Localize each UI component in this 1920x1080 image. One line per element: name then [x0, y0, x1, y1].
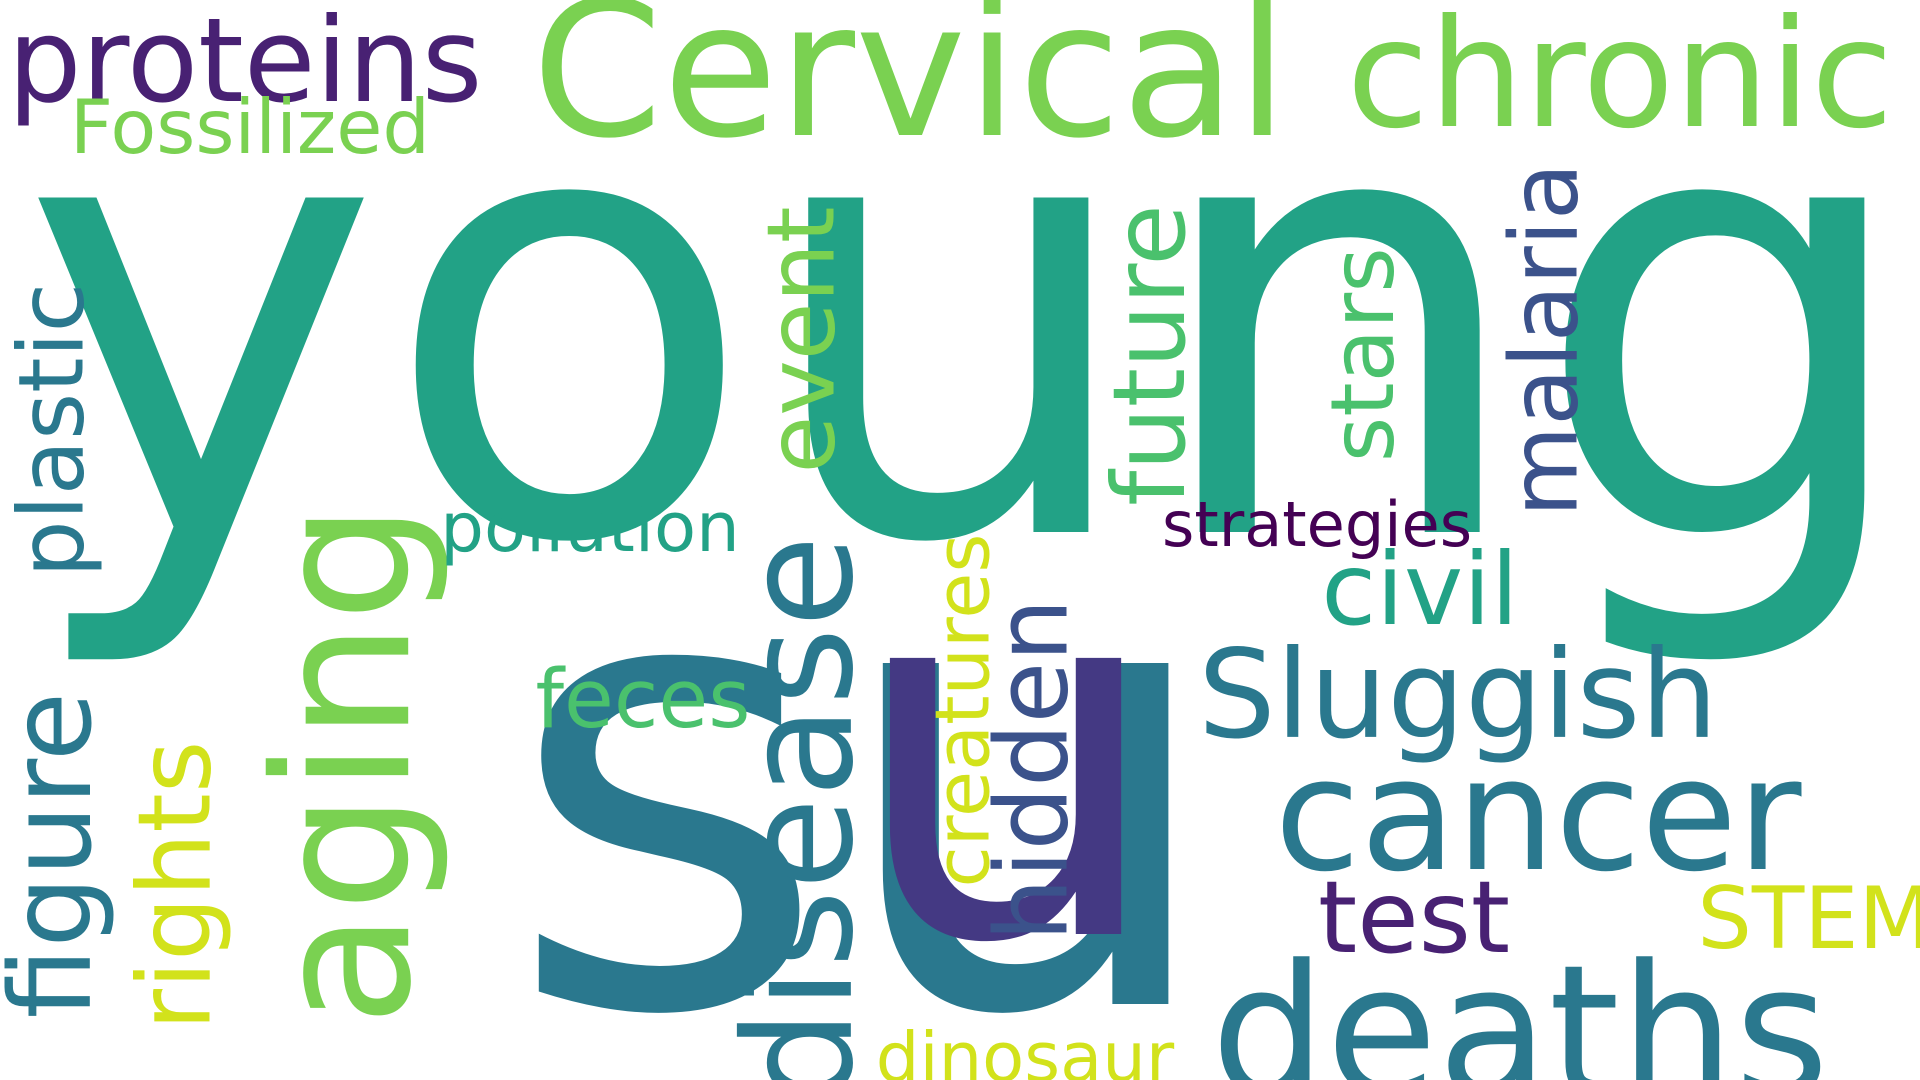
word-feces: feces	[535, 652, 751, 747]
word-sluggish: Sluggish	[1198, 622, 1718, 766]
word-test: test	[1318, 859, 1511, 976]
word-cervical: Cervical	[531, 0, 1289, 181]
word-proteins: proteins	[7, 0, 483, 129]
word-stem: STEM	[1697, 869, 1920, 970]
word-future: future	[1091, 204, 1208, 506]
word-hidden: hidden	[973, 598, 1091, 942]
word-cancer: cancer	[1274, 723, 1802, 906]
word-su: su	[505, 426, 1226, 1080]
word-stars: stars	[1311, 247, 1414, 463]
word-deaths: deaths	[1210, 926, 1830, 1080]
word-pollution: pollution	[440, 487, 740, 568]
word-aging: aging	[235, 503, 454, 1027]
word-strategies: strategies	[1162, 488, 1473, 561]
word-u: u	[847, 465, 1168, 1054]
word-figure: figure	[0, 691, 117, 1019]
word-disease: disease	[713, 535, 888, 1080]
word-civil: civil	[1321, 531, 1519, 648]
word-chronic: chronic	[1346, 0, 1894, 162]
word-fossilized: Fossilized	[69, 82, 431, 171]
word-malaria: malaria	[1490, 162, 1600, 518]
word-dinosaur: dinosaur	[875, 1017, 1175, 1080]
word-plastic: plastic	[0, 282, 104, 578]
word-event: event	[748, 206, 858, 474]
word-young: young	[20, 0, 1920, 678]
word-rights: rights	[115, 740, 234, 1030]
